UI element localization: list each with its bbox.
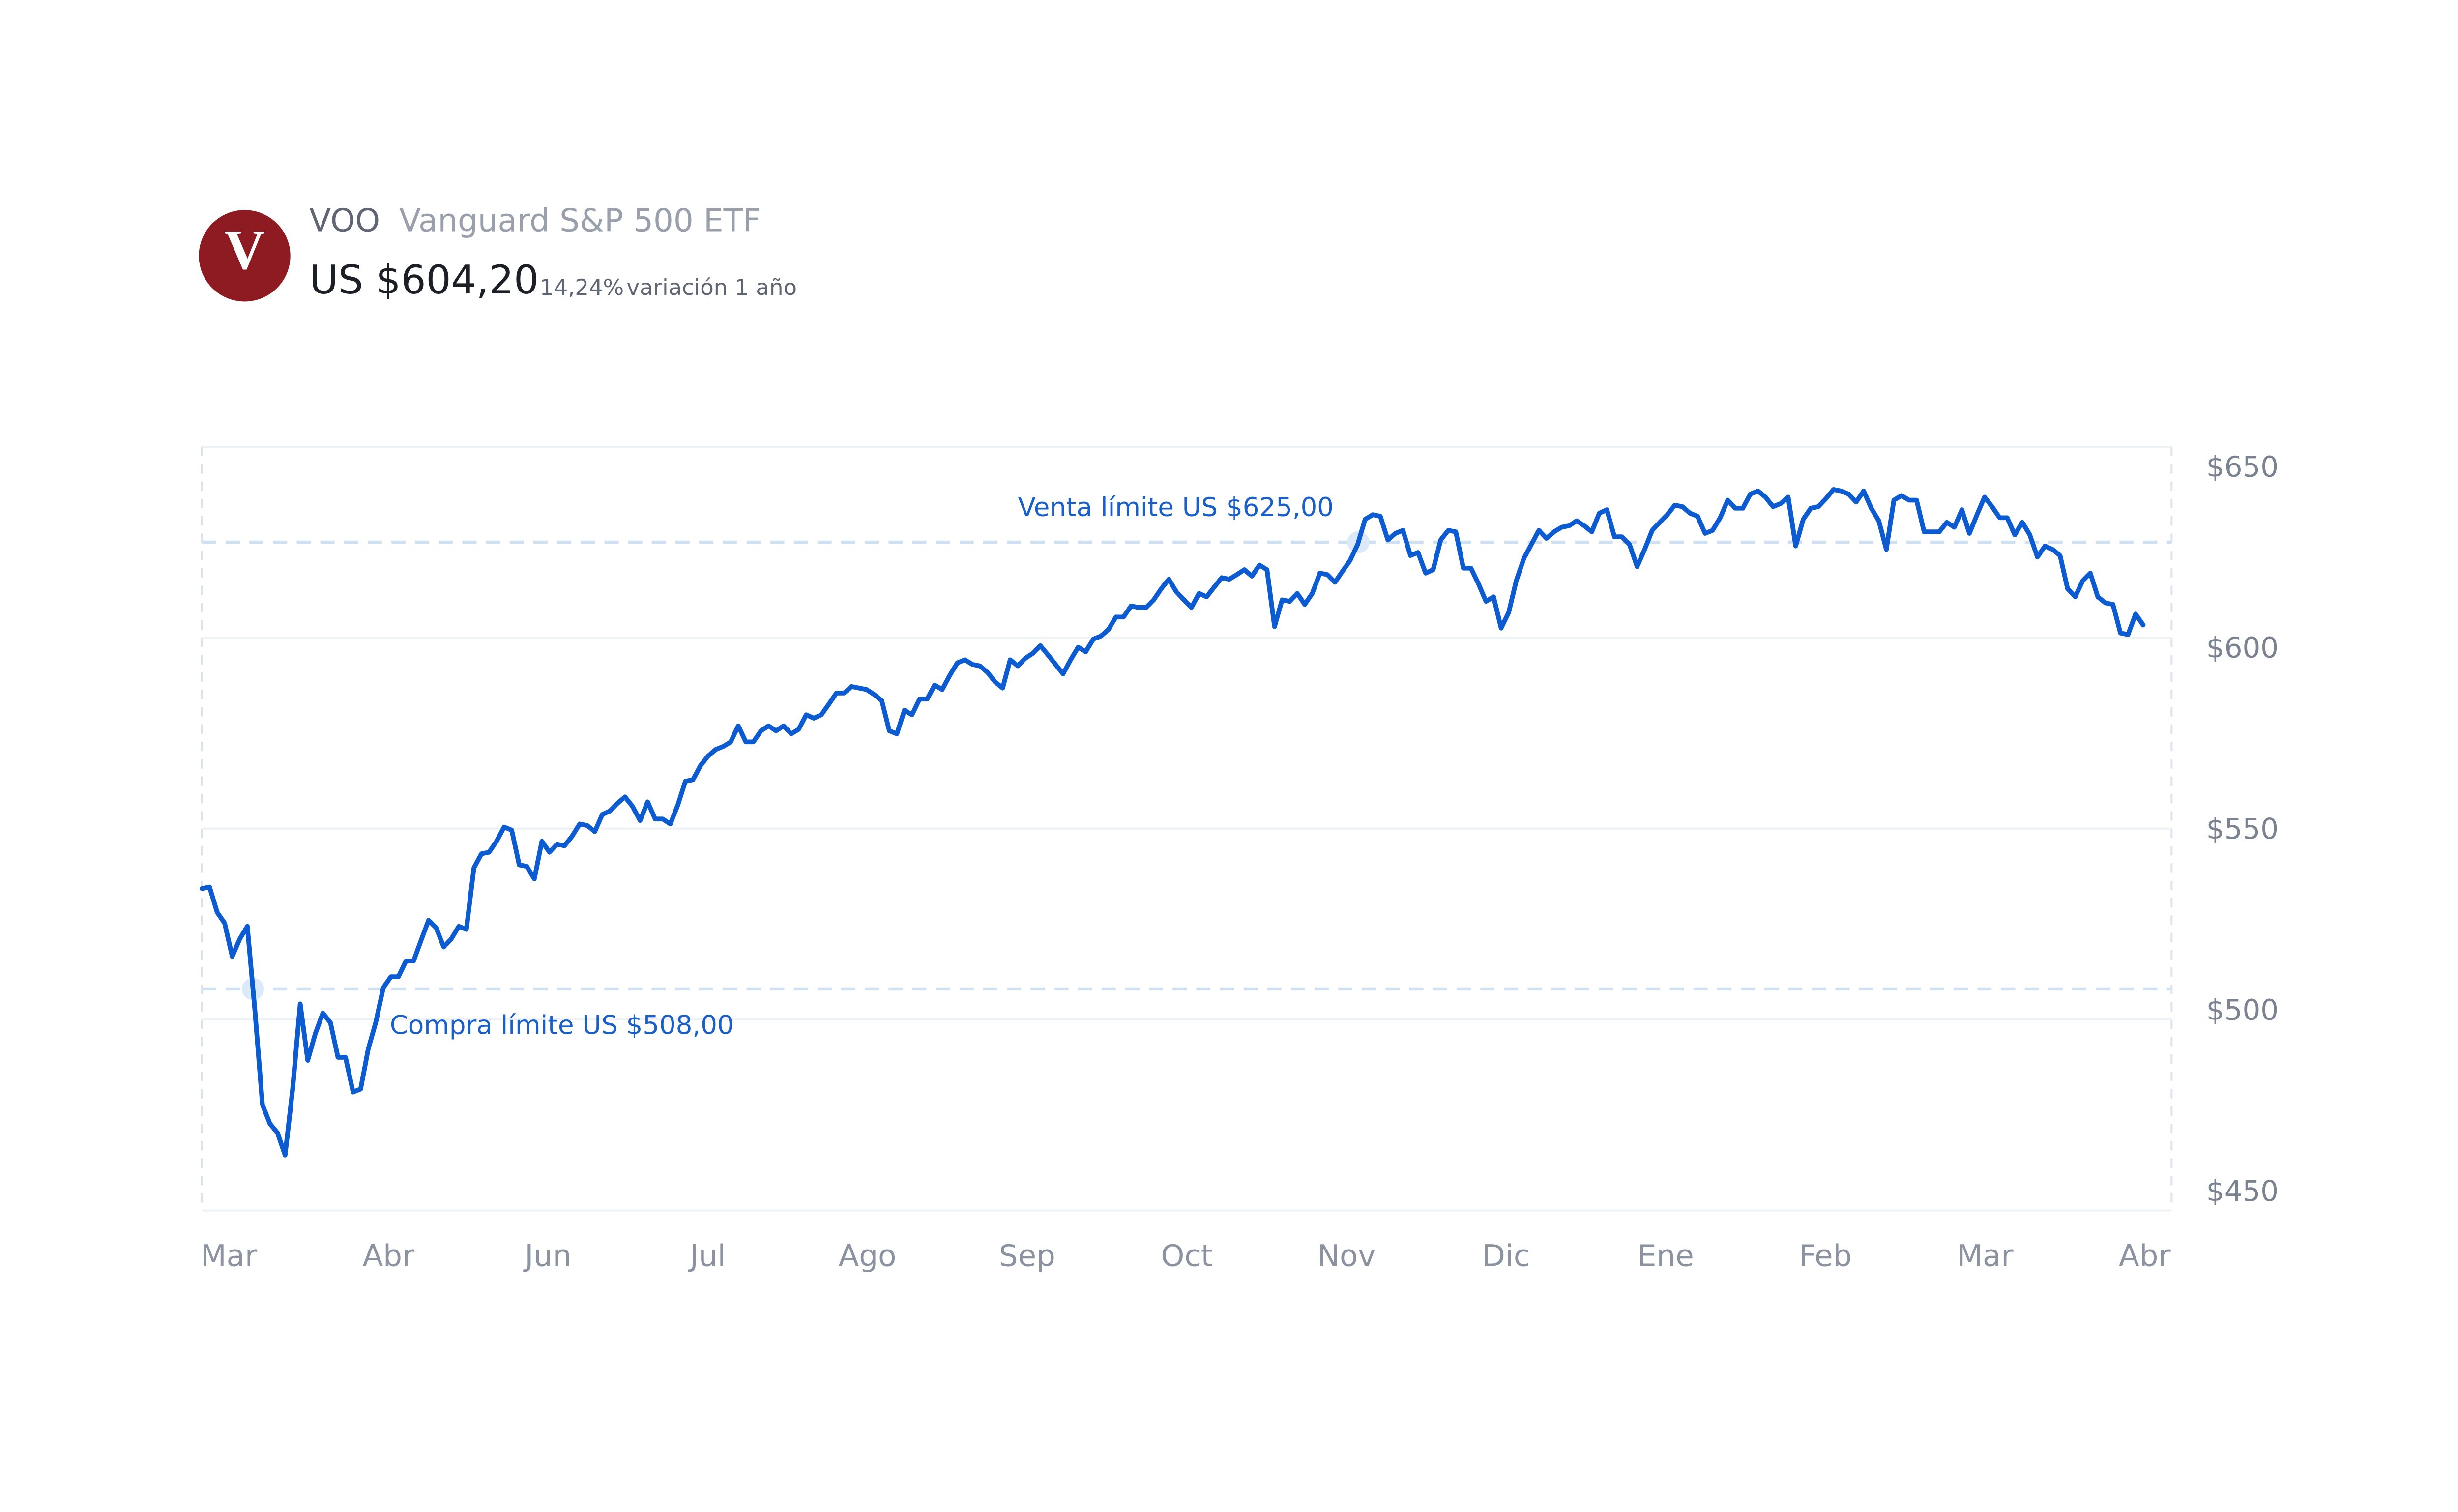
y-tick-label: $500	[2206, 993, 2279, 1026]
y-tick-label: $650	[2206, 450, 2279, 483]
x-tick-label: Oct	[1161, 1238, 1212, 1273]
x-tick-label: Dic	[1482, 1238, 1530, 1273]
x-tick-label: Mar	[1957, 1238, 2014, 1273]
fund-name: Vanguard S&P 500 ETF	[399, 202, 761, 239]
x-tick-label: Ene	[1638, 1238, 1694, 1273]
x-tick-label: Sep	[999, 1238, 1055, 1273]
x-tick-label: Mar	[201, 1238, 258, 1273]
x-tick-label: Jul	[688, 1238, 726, 1273]
y-tick-label: $450	[2206, 1174, 2279, 1208]
logo	[199, 210, 291, 302]
x-tick-label: Abr	[2119, 1238, 2171, 1273]
change: 14,24%	[540, 274, 624, 300]
x-tick-label: Jun	[523, 1238, 571, 1273]
x-tick-label: Nov	[1317, 1238, 1375, 1273]
y-tick-label: $550	[2206, 812, 2279, 845]
x-tick-label: Feb	[1799, 1238, 1852, 1273]
price-line	[200, 487, 2146, 1158]
price: US $604,20	[309, 257, 539, 303]
x-tick-label: Abr	[363, 1238, 415, 1273]
change-label: variación 1 año	[626, 274, 796, 300]
limit-label: Compra límite US $508,00	[390, 1011, 734, 1041]
limit-label: Venta límite US $625,00	[1018, 493, 1334, 523]
ticker: VOO	[309, 202, 380, 239]
y-tick-label: $600	[2206, 631, 2279, 665]
x-tick-label: Ago	[839, 1238, 897, 1273]
logo-letter: V	[224, 218, 265, 281]
